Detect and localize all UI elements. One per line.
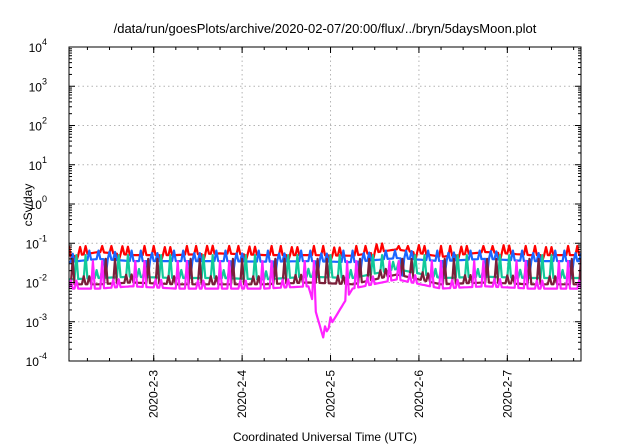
y-axis-label: cSv/day <box>21 184 35 227</box>
y-tick-label: 103 <box>29 76 47 94</box>
x-tick-label: 2020-2-7 <box>500 370 514 418</box>
axes <box>68 46 582 362</box>
x-tick-label: 2020-2-5 <box>324 370 338 418</box>
x-ticks: 2020-2-3 2020-2-4 2020-2-5 2020-2-6 2020-2-7 <box>147 370 515 418</box>
series-line <box>69 260 581 339</box>
x-axis-label: Coordinated Universal Time (UTC) <box>233 430 417 444</box>
y-tick-label: 10-4 <box>26 351 47 369</box>
series-group <box>69 242 581 339</box>
x-tick-label: 2020-2-6 <box>412 370 426 418</box>
chart-title: /data/run/goesPlots/archive/2020-02-07/2… <box>114 21 537 36</box>
series-line <box>69 249 581 277</box>
y-tick-label: 10-3 <box>26 312 47 330</box>
y-tick-label: 10-1 <box>26 233 47 251</box>
plot-frame <box>68 46 582 362</box>
grid <box>69 47 581 361</box>
x-tick-label: 2020-2-3 <box>147 370 161 418</box>
y-tick-label: 10-2 <box>26 273 47 291</box>
y-tick-label: 101 <box>29 155 47 173</box>
x-tick-label: 2020-2-4 <box>235 370 249 418</box>
y-tick-label: 104 <box>29 37 47 55</box>
y-tick-label: 102 <box>29 116 47 134</box>
